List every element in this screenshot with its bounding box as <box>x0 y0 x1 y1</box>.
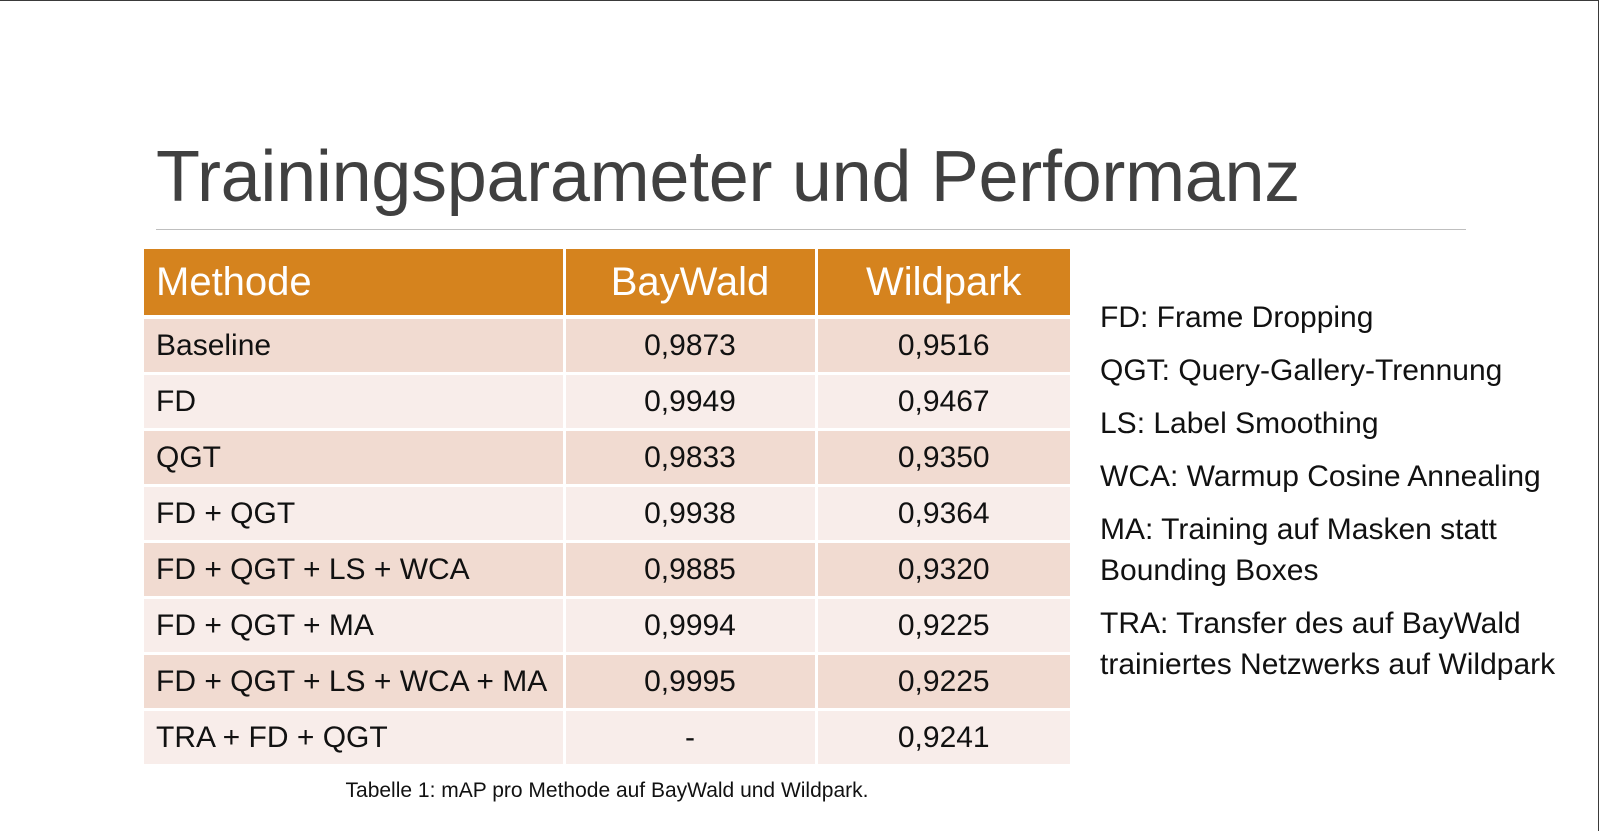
wildpark-value: 0,9516 <box>816 317 1070 375</box>
baywald-value: 0,9995 <box>564 653 818 711</box>
legend-item-ls: LS: Label Smoothing <box>1100 407 1379 440</box>
abbreviation-legend: FD: Frame Dropping QGT: Query-Gallery-Tr… <box>1100 297 1570 697</box>
header-baywald: BayWald <box>564 249 818 319</box>
method-cell: FD + QGT + LS + WCA <box>144 541 566 599</box>
wildpark-value: 0,9467 <box>816 373 1070 431</box>
wildpark-value: 0,9364 <box>816 485 1070 543</box>
baywald-value: 0,9938 <box>564 485 818 543</box>
legend-item-qgt: QGT: Query-Gallery-Trennung <box>1100 354 1503 387</box>
baywald-value: 0,9994 <box>564 597 818 655</box>
wildpark-value: 0,9225 <box>816 597 1070 655</box>
method-cell: FD + QGT + LS + WCA + MA <box>144 653 566 711</box>
method-cell: FD <box>144 373 566 431</box>
wildpark-value: 0,9225 <box>816 653 1070 711</box>
method-cell: FD + QGT <box>144 485 566 543</box>
slide-title: Trainingsparameter und Performanz <box>156 137 1300 217</box>
legend-item-ma: MA: Training auf Masken statt Bounding B… <box>1100 513 1497 587</box>
table-row: FD + QGT + LS + WCA 0,9885 0,9320 <box>144 541 1070 599</box>
table-row: FD + QGT + LS + WCA + MA 0,9995 0,9225 <box>144 653 1070 711</box>
method-cell: QGT <box>144 429 566 487</box>
baywald-value: 0,9833 <box>564 429 818 487</box>
table-row: FD 0,9949 0,9467 <box>144 373 1070 431</box>
table-caption: Tabelle 1: mAP pro Methode auf BayWald u… <box>345 779 869 802</box>
table-row: TRA + FD + QGT - 0,9241 <box>144 709 1070 767</box>
table-row: FD + QGT + MA 0,9994 0,9225 <box>144 597 1070 655</box>
table-row: Baseline 0,9873 0,9516 <box>144 317 1070 375</box>
table-header-row: Methode BayWald Wildpark <box>144 249 1070 319</box>
method-cell: FD + QGT + MA <box>144 597 566 655</box>
baywald-value: 0,9885 <box>564 541 818 599</box>
header-wildpark: Wildpark <box>816 249 1070 319</box>
title-underline <box>156 229 1466 230</box>
wildpark-value: 0,9241 <box>816 709 1070 767</box>
wildpark-value: 0,9350 <box>816 429 1070 487</box>
method-cell: Baseline <box>144 317 566 375</box>
header-methode: Methode <box>144 249 566 319</box>
wildpark-value: 0,9320 <box>816 541 1070 599</box>
legend-item-tra: TRA: Transfer des auf BayWald trainierte… <box>1100 607 1556 681</box>
baywald-value: 0,9873 <box>564 317 818 375</box>
legend-item-wca: WCA: Warmup Cosine Annealing <box>1100 460 1541 493</box>
method-cell: TRA + FD + QGT <box>144 709 566 767</box>
legend-item-fd: FD: Frame Dropping <box>1100 301 1374 334</box>
baywald-value: 0,9949 <box>564 373 818 431</box>
table-row: FD + QGT 0,9938 0,9364 <box>144 485 1070 543</box>
table-row: QGT 0,9833 0,9350 <box>144 429 1070 487</box>
baywald-value: - <box>564 709 818 767</box>
results-table: Methode BayWald Wildpark Baseline 0,9873… <box>144 249 1070 767</box>
